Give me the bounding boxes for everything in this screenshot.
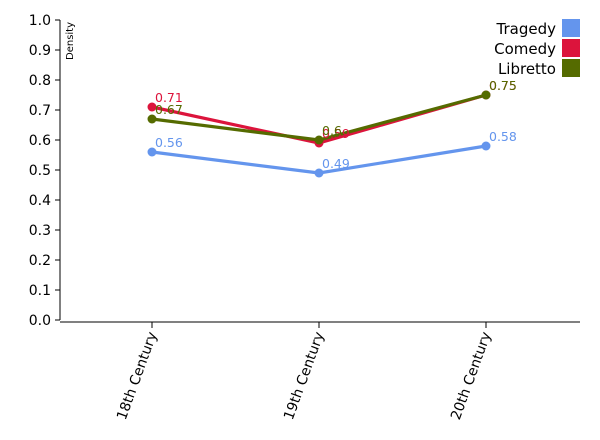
legend-swatch-comedy bbox=[562, 39, 580, 57]
x-tick-label: 20th Century bbox=[448, 330, 495, 422]
data-point-comedy bbox=[147, 102, 157, 112]
legend-label-libretto: Libretto bbox=[498, 60, 556, 78]
legend-label-tragedy: Tragedy bbox=[496, 20, 557, 38]
data-point-libretto bbox=[314, 135, 324, 145]
y-tick-label: 0.4 bbox=[29, 193, 51, 209]
y-tick-label: 0.5 bbox=[29, 163, 51, 179]
y-tick-label: 0.0 bbox=[29, 313, 51, 329]
y-axis: 0.0 0.1 0.2 0.3 0.4 0.5 0.6 0.7 0.8 0.9 1.0 bbox=[29, 13, 61, 329]
data-point-tragedy bbox=[314, 168, 324, 178]
data-point-libretto bbox=[481, 90, 491, 100]
data-label-libretto: 0.67 bbox=[155, 102, 183, 117]
x-tick-label: 19th Century bbox=[281, 330, 328, 422]
data-label-libretto: 0.6 bbox=[322, 123, 342, 138]
data-point-libretto bbox=[147, 114, 157, 124]
y-axis-label: Density bbox=[65, 22, 76, 60]
y-tick-label: 0.8 bbox=[29, 73, 51, 89]
data-label-tragedy: 0.58 bbox=[489, 129, 517, 144]
data-label-comedy: 0.59 bbox=[322, 126, 350, 141]
y-tick-label: 0.1 bbox=[29, 283, 51, 299]
y-tick-label: 1.0 bbox=[29, 13, 51, 29]
legend-swatch-tragedy bbox=[562, 19, 580, 37]
y-tick-label: 0.2 bbox=[29, 253, 51, 269]
y-tick-label: 0.6 bbox=[29, 133, 51, 149]
data-label-tragedy: 0.56 bbox=[155, 135, 183, 150]
data-label-comedy: 0.71 bbox=[155, 90, 183, 105]
x-tick-label: 18th Century bbox=[114, 330, 161, 422]
legend-swatch-libretto bbox=[562, 59, 580, 77]
data-point-tragedy bbox=[147, 147, 157, 157]
data-point-tragedy bbox=[481, 141, 491, 151]
data-label-libretto: 0.75 bbox=[489, 78, 517, 93]
y-tick-label: 0.9 bbox=[29, 43, 51, 59]
data-label-tragedy: 0.49 bbox=[322, 156, 350, 171]
x-axis: 18th Century 19th Century 20th Century bbox=[60, 321, 580, 422]
data-label-comedy: 0.75 bbox=[489, 78, 517, 93]
y-tick-label: 0.3 bbox=[29, 223, 51, 239]
series-points bbox=[147, 90, 491, 178]
series-lines bbox=[151, 93, 487, 175]
legend-label-comedy: Comedy bbox=[494, 40, 556, 58]
data-labels: 0.560.490.580.710.590.750.670.60.75 bbox=[155, 78, 517, 171]
legend: Tragedy Comedy Libretto bbox=[494, 19, 580, 78]
y-tick-label: 0.7 bbox=[29, 103, 51, 119]
